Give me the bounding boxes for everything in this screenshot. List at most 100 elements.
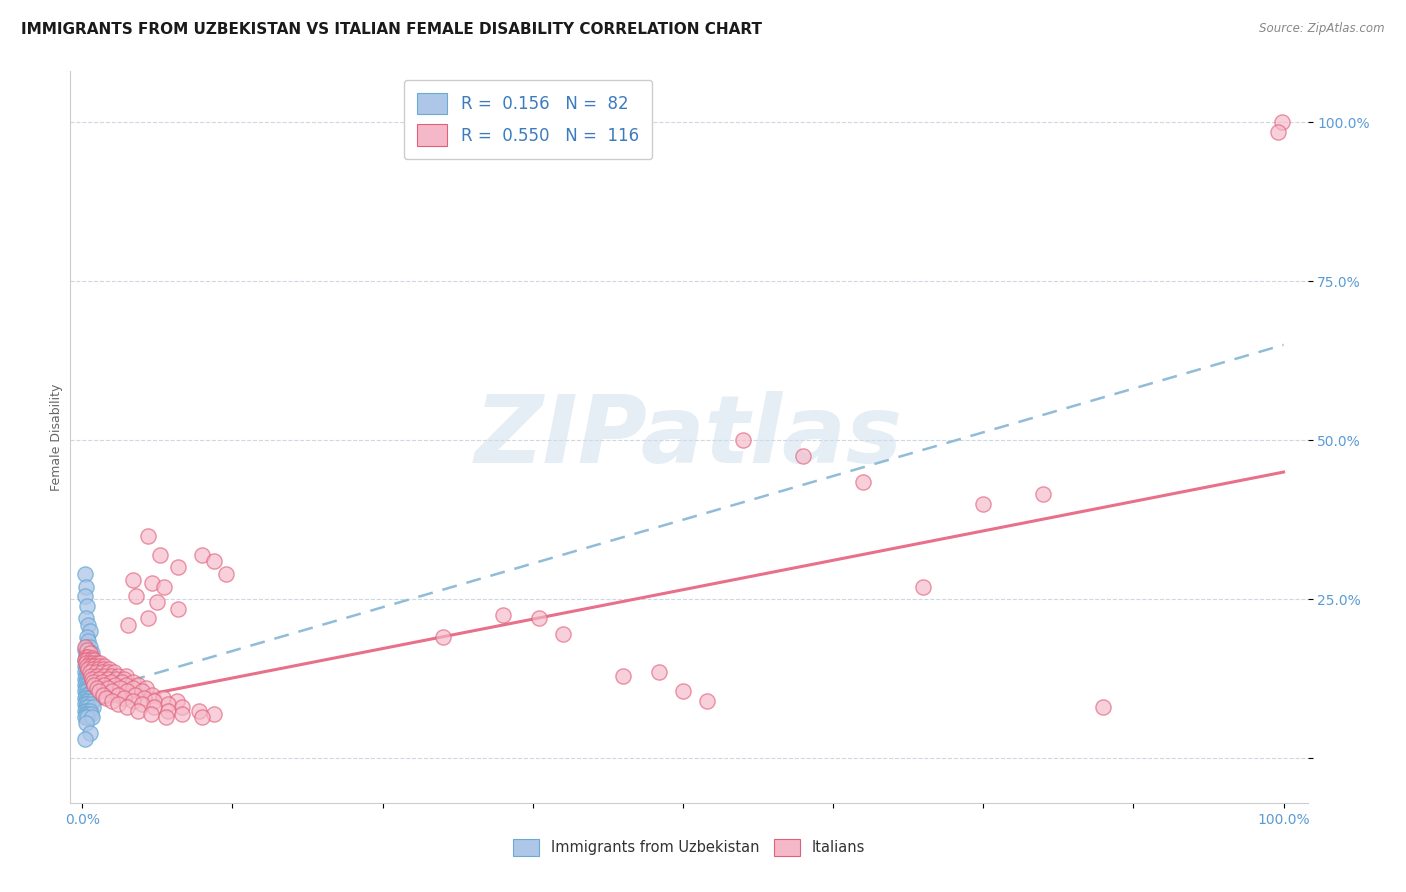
Point: [77, 675, 100, 690]
Point: [77, 617, 100, 632]
Point: [143, 694, 166, 708]
Point: [75, 611, 97, 625]
Point: [80, 668, 103, 682]
Point: [86, 668, 108, 682]
Point: [77, 681, 100, 696]
Point: [121, 694, 143, 708]
Point: [75, 649, 97, 664]
Point: [75, 681, 97, 696]
Point: [153, 580, 176, 594]
Point: [79, 704, 101, 718]
Point: [77, 706, 100, 721]
Point: [76, 704, 98, 718]
Point: [492, 608, 515, 623]
Point: [90, 675, 112, 690]
Point: [100, 675, 122, 690]
Point: [167, 560, 190, 574]
Point: [77, 649, 100, 664]
Point: [121, 573, 143, 587]
Point: [77, 694, 100, 708]
Point: [115, 700, 138, 714]
Point: [83, 675, 105, 690]
Point: [96, 681, 118, 696]
Point: [191, 710, 214, 724]
Point: [76, 690, 98, 705]
Point: [89, 672, 111, 686]
Point: [972, 497, 994, 511]
Point: [107, 688, 129, 702]
Point: [73, 653, 96, 667]
Point: [107, 697, 129, 711]
Point: [73, 690, 96, 705]
Point: [127, 678, 149, 692]
Point: [79, 678, 101, 692]
Point: [77, 656, 100, 670]
Point: [672, 684, 695, 698]
Point: [93, 659, 115, 673]
Point: [83, 678, 105, 692]
Point: [191, 548, 214, 562]
Point: [96, 672, 118, 686]
Point: [96, 665, 118, 680]
Point: [76, 659, 98, 673]
Point: [108, 681, 131, 696]
Point: [80, 675, 103, 690]
Point: [82, 700, 104, 714]
Point: [1271, 115, 1294, 129]
Point: [101, 694, 124, 708]
Point: [76, 599, 98, 613]
Point: [792, 449, 814, 463]
Point: [80, 681, 103, 696]
Point: [73, 665, 96, 680]
Point: [135, 681, 157, 696]
Point: [1032, 487, 1054, 501]
Point: [73, 653, 96, 667]
Point: [76, 678, 98, 692]
Point: [127, 704, 149, 718]
Point: [100, 668, 122, 682]
Point: [77, 649, 100, 664]
Point: [112, 672, 135, 686]
Text: ZIPatlas: ZIPatlas: [475, 391, 903, 483]
Point: [91, 688, 114, 702]
Point: [76, 710, 98, 724]
Point: [124, 688, 146, 702]
Point: [80, 672, 103, 686]
Point: [73, 710, 96, 724]
Point: [73, 697, 96, 711]
Point: [76, 631, 98, 645]
Legend: Immigrants from Uzbekistan, Italians: Immigrants from Uzbekistan, Italians: [508, 833, 870, 862]
Point: [76, 684, 98, 698]
Point: [138, 529, 160, 543]
Point: [93, 678, 115, 692]
Point: [156, 704, 179, 718]
Point: [82, 688, 104, 702]
Point: [527, 611, 550, 625]
Point: [79, 690, 101, 705]
Point: [75, 716, 97, 731]
Point: [146, 595, 169, 609]
Point: [77, 662, 100, 676]
Point: [77, 668, 100, 682]
Point: [79, 656, 101, 670]
Point: [117, 617, 139, 632]
Point: [131, 684, 153, 698]
Point: [73, 643, 96, 657]
Point: [77, 662, 100, 676]
Point: [141, 688, 163, 702]
Point: [73, 678, 96, 692]
Point: [155, 710, 177, 724]
Point: [80, 653, 103, 667]
Point: [80, 650, 103, 665]
Point: [73, 640, 96, 654]
Point: [79, 624, 101, 638]
Point: [852, 475, 875, 489]
Point: [1092, 700, 1115, 714]
Point: [79, 646, 101, 660]
Point: [131, 697, 153, 711]
Point: [76, 672, 98, 686]
Y-axis label: Female Disability: Female Disability: [51, 384, 63, 491]
Point: [89, 656, 111, 670]
Point: [114, 668, 136, 682]
Point: [76, 653, 98, 667]
